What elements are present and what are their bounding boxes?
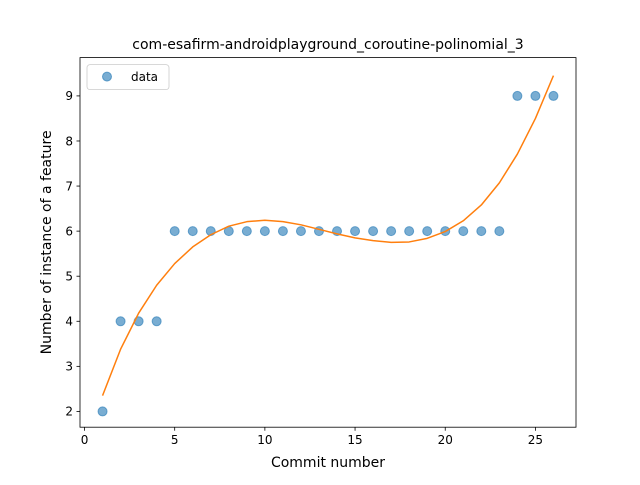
x-axis-label: Commit number bbox=[271, 455, 385, 471]
data-point bbox=[368, 226, 379, 237]
legend-label-data: data bbox=[131, 70, 158, 84]
data-point bbox=[494, 226, 505, 237]
y-tick-label: 6 bbox=[65, 224, 73, 238]
data-point bbox=[277, 226, 288, 237]
data-point bbox=[458, 226, 469, 237]
data-point bbox=[548, 90, 559, 101]
data-point bbox=[422, 226, 433, 237]
plot-area bbox=[97, 75, 559, 417]
data-point bbox=[350, 226, 361, 237]
axes-frame bbox=[79, 57, 577, 428]
x-tick-label: 20 bbox=[438, 433, 453, 447]
y-tick-label: 3 bbox=[65, 360, 73, 374]
axis-ticks: 0 5 10 15 20 25 2 3 4 5 6 7 8 9 bbox=[65, 89, 543, 447]
chart-title: com-esafirm-androidplayground_coroutine-… bbox=[132, 37, 523, 53]
y-tick-label: 7 bbox=[65, 179, 73, 193]
data-point bbox=[386, 226, 397, 237]
data-point bbox=[169, 226, 180, 237]
x-tick-label: 0 bbox=[81, 433, 89, 447]
data-point bbox=[530, 90, 541, 101]
data-point bbox=[259, 226, 270, 237]
x-tick-label: 10 bbox=[257, 433, 272, 447]
x-tick-label: 25 bbox=[528, 433, 543, 447]
y-tick-label: 8 bbox=[65, 134, 73, 148]
y-tick-label: 4 bbox=[65, 315, 73, 329]
y-axis-label: Number of instance of a feature bbox=[39, 130, 55, 354]
y-tick-label: 9 bbox=[65, 89, 73, 103]
data-point bbox=[512, 90, 523, 101]
data-point bbox=[404, 226, 415, 237]
data-point bbox=[151, 316, 162, 327]
data-point bbox=[187, 226, 198, 237]
data-point bbox=[241, 226, 252, 237]
x-tick-label: 5 bbox=[171, 433, 179, 447]
legend-marker-data bbox=[102, 71, 112, 82]
y-tick-label: 2 bbox=[65, 405, 73, 419]
legend: data bbox=[86, 64, 170, 90]
x-tick-label: 15 bbox=[347, 433, 362, 447]
data-point bbox=[97, 406, 108, 417]
data-point bbox=[295, 226, 306, 237]
legend-frame bbox=[86, 64, 170, 90]
y-tick-label: 5 bbox=[65, 270, 73, 284]
fit-line bbox=[101, 75, 555, 396]
data-point bbox=[115, 316, 126, 327]
data-point bbox=[476, 226, 487, 237]
